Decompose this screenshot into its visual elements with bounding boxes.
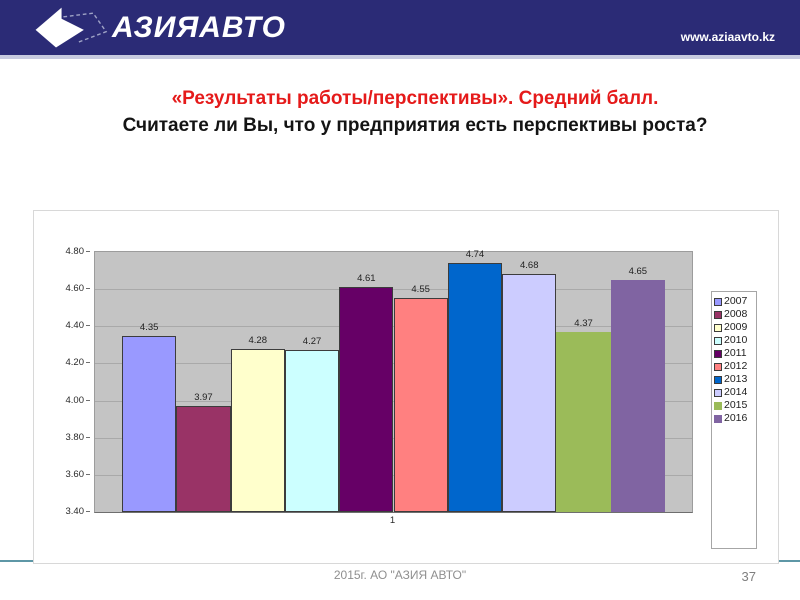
y-axis-tick [86, 399, 90, 401]
bar-2007 [122, 335, 177, 512]
y-axis-tick [86, 251, 90, 252]
chart-legend: 2007 2008 2009 2010 2011 2012 2013 2014 2015 2016 [711, 291, 757, 549]
legend-item-2008: 2008 [714, 308, 756, 321]
legend-label: 2014 [724, 386, 748, 398]
x-axis-category-label: 1 [389, 515, 396, 526]
bar-2015 [556, 331, 611, 512]
website-url: www.aziaavto.kz [680, 30, 775, 44]
legend-swatch [714, 362, 722, 371]
legend-item-2013: 2013 [714, 373, 756, 386]
y-axis-tick-label: 4.40 [65, 320, 85, 332]
y-axis-tick [86, 288, 90, 290]
legend-item-2007: 2007 [714, 295, 756, 308]
legend-swatch [714, 375, 722, 384]
legend-swatch [714, 310, 722, 319]
azia-auto-logo-icon [35, 7, 108, 48]
legend-swatch [714, 349, 722, 358]
y-axis-tick-label: 3.40 [65, 506, 85, 517]
legend-label: 2016 [724, 412, 748, 424]
bar-value-label: 3.97 [194, 392, 213, 404]
bar-value-label: 4.35 [139, 321, 159, 333]
legend-label: 2009 [724, 321, 748, 333]
y-axis-tick-label: 4.60 [65, 283, 85, 295]
header-bar: АЗИЯАВТО www.aziaavto.kz [0, 0, 800, 55]
legend-swatch [714, 414, 722, 423]
legend-label: 2011 [724, 347, 747, 359]
chart-container: 4.80 4.60 4.40 4.20 4.00 3.80 3.60 3.40 4.35 3.9… [33, 210, 779, 564]
y-axis-tick [86, 511, 90, 512]
logo-text: АЗИЯАВТО [112, 11, 286, 44]
y-axis-tick-label: 3.80 [65, 431, 85, 443]
y-axis-labels: 4.80 4.60 4.40 4.20 4.00 3.80 3.60 3.40 [34, 246, 90, 517]
y-axis-tick [86, 362, 90, 364]
legend-label: 2012 [724, 360, 748, 372]
slide-title-line2: Считаете ли Вы, что у предприятия есть п… [122, 115, 708, 136]
y-axis-tick-label: 3.60 [65, 468, 85, 480]
legend-swatch [714, 323, 722, 332]
legend-item-2014: 2014 [714, 386, 756, 399]
bar-2013 [447, 263, 503, 512]
legend-item-2016: 2016 [714, 412, 756, 425]
y-axis-tick [86, 473, 90, 475]
page-number: 37 [741, 569, 756, 584]
header-underline [0, 55, 800, 59]
legend-swatch [714, 388, 722, 397]
bar-value-label: 4.28 [248, 334, 267, 346]
legend-item-2012: 2012 [714, 360, 756, 373]
legend-item-2015: 2015 [714, 399, 756, 412]
bar-2008 [176, 406, 231, 512]
plot-area: 4.35 3.97 4.28 4.27 4.61 4.55 4.74 4.68 4.37 4.65 [94, 249, 693, 513]
bar-2014 [502, 274, 557, 512]
footer-text: 2015г. АО "АЗИЯ АВТО" [333, 568, 467, 582]
gridline [95, 289, 692, 291]
legend-item-2010: 2010 [714, 334, 756, 347]
bar-value-label: 4.74 [465, 249, 485, 261]
y-axis-tick-label: 4.20 [65, 357, 85, 369]
bar-value-label: 4.37 [574, 317, 593, 329]
y-axis-tick-label: 4.00 [65, 394, 85, 406]
y-axis-tick [86, 325, 90, 327]
legend-label: 2015 [724, 399, 748, 411]
bar-value-label: 4.68 [519, 260, 539, 272]
legend-label: 2008 [724, 308, 748, 320]
legend-label: 2013 [724, 373, 748, 385]
bar-value-label: 4.27 [302, 336, 322, 348]
legend-item-2009: 2009 [714, 321, 756, 334]
bar-value-label: 4.65 [628, 265, 648, 277]
bar-2010 [284, 350, 340, 512]
legend-swatch [714, 336, 722, 345]
slide-title-line1: «Результаты работы/перспективы». Средний… [171, 88, 659, 109]
bar-2016 [610, 279, 665, 512]
legend-item-2011: 2011 [714, 347, 756, 360]
bar-value-label: 4.55 [411, 284, 430, 296]
y-axis-tick-label: 4.80 [65, 246, 85, 257]
bar-2012 [393, 298, 448, 512]
slide-title: «Результаты работы/перспективы». Средний… [0, 85, 800, 139]
legend-label: 2007 [724, 295, 748, 307]
legend-swatch [714, 297, 722, 306]
bar-2009 [230, 348, 285, 512]
y-axis-tick [86, 436, 90, 438]
bar-2011 [339, 287, 394, 512]
logo: АЗИЯАВТО [30, 4, 286, 52]
bar-value-label: 4.61 [357, 273, 376, 285]
legend-label: 2010 [724, 334, 748, 346]
legend-swatch [714, 401, 722, 410]
